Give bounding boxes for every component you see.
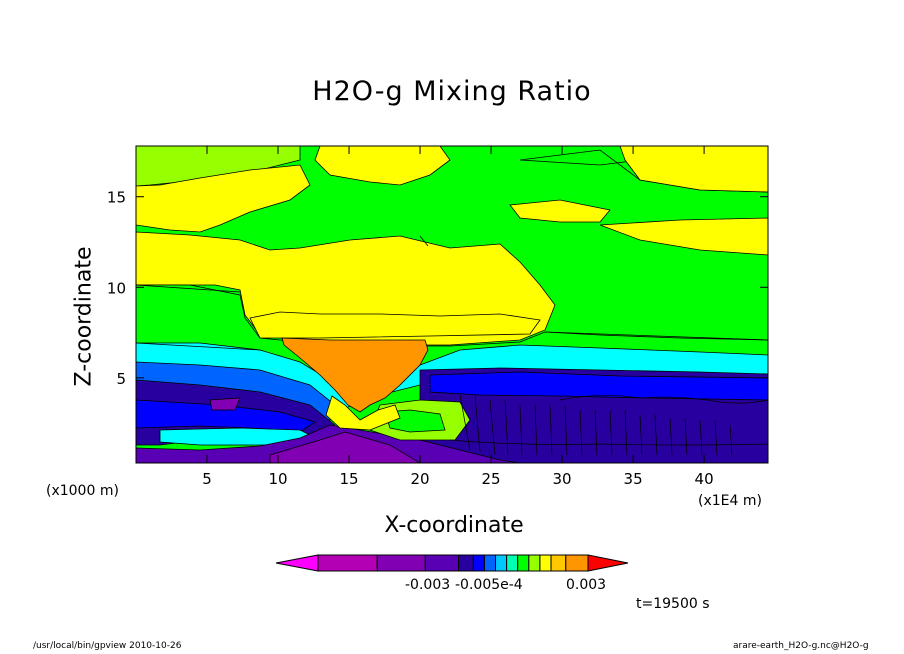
- colorbar-segment: [565, 554, 589, 572]
- band-orange-funnel: [281, 337, 429, 413]
- band-violet: [269, 431, 421, 463]
- x-tick-label: 30: [553, 470, 572, 488]
- colorbar-segment: [317, 554, 378, 572]
- band-yellow-topright: [619, 146, 768, 193]
- colorbar-segment: [376, 554, 426, 572]
- colorbar-arrow-right: [587, 554, 629, 572]
- band-yellow-upperleft: [136, 164, 311, 233]
- x-axis-ticks: 5 10 15 20 25 30 35 40: [202, 146, 714, 488]
- y-axis-label: Z-coordinate: [71, 246, 97, 387]
- footer-right: arare-earth_H2O-g.nc@H2O-g: [733, 641, 869, 651]
- footer-left: /usr/local/bin/gpview 2010-10-26: [33, 641, 182, 651]
- colorbar-segment: [517, 554, 530, 572]
- x-tick-label: 25: [482, 470, 501, 488]
- x-tick-label: 35: [624, 470, 643, 488]
- y-axis-ticks: 5 10 15: [107, 189, 768, 388]
- band-yellow-right: [599, 217, 768, 256]
- band-yellow-bulge: [249, 311, 541, 339]
- x-tick-label: 20: [410, 470, 429, 488]
- colorbar-segment: [458, 554, 474, 572]
- band-yellow-funnel-tip: [325, 395, 401, 431]
- y-tick-label: 5: [116, 370, 126, 388]
- colorbar-segment: [472, 554, 485, 572]
- chart-title: H2O-g Mixing Ratio: [312, 76, 592, 107]
- colorbar-segment: [495, 554, 508, 572]
- colorbar-segment: [550, 554, 567, 572]
- plot-frame: [135, 145, 769, 464]
- colorbar: [275, 554, 629, 572]
- contour-field: [136, 146, 768, 463]
- colorbar-label-0: -0.003: [405, 577, 451, 593]
- colorbar-segment: [528, 554, 541, 572]
- colorbar-segment: [506, 554, 519, 572]
- y-tick-label: 15: [107, 189, 126, 207]
- colorbar-label-1: -0.005e-4: [455, 577, 523, 593]
- colorbar-label-2: 0.003: [566, 577, 607, 593]
- band-blue-right: [429, 371, 768, 401]
- x-tick-label: 5: [202, 470, 212, 488]
- colorbar-segment: [539, 554, 552, 572]
- colorbar-segment: [424, 554, 460, 572]
- band-yellow-top: [314, 146, 451, 186]
- patch-violet: [209, 397, 241, 411]
- band-yellow-mid: [509, 199, 611, 223]
- x-tick-label: 10: [268, 470, 287, 488]
- x-scale-note: (x1E4 m): [698, 493, 762, 509]
- x-tick-label: 15: [339, 470, 358, 488]
- y-tick-label: 10: [107, 279, 126, 297]
- colorbar-arrow-left: [275, 554, 319, 572]
- x-axis-label: X-coordinate: [384, 513, 524, 538]
- band-green-center: [384, 409, 446, 433]
- x-unit-note: (x1000 m): [46, 483, 119, 499]
- contour-lines: [136, 235, 768, 351]
- turbulence-lines: [449, 394, 768, 456]
- colorbar-segment: [483, 554, 497, 572]
- x-tick-label: 40: [695, 470, 714, 488]
- time-label: t=19500 s: [636, 596, 710, 612]
